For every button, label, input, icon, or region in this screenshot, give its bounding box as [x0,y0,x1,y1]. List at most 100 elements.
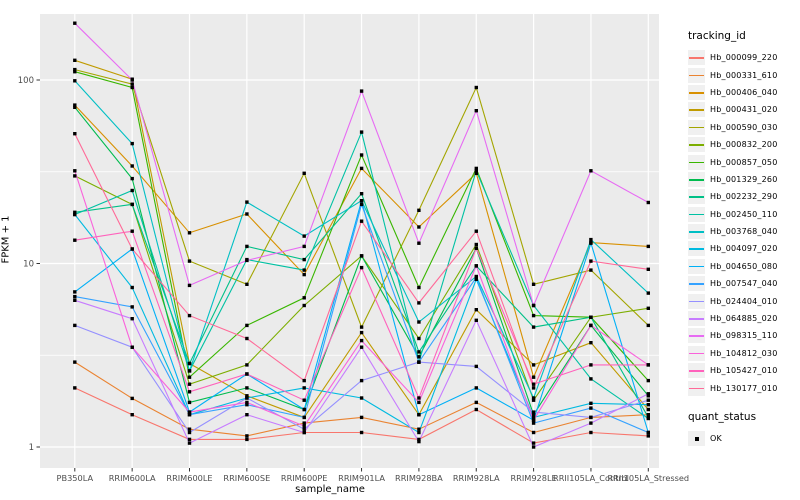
data-point [359,192,364,196]
data-point [130,396,134,401]
data-point [73,174,77,178]
data-point [73,105,77,109]
data-point [73,103,77,107]
legend-key-icon [688,119,705,135]
data-point [359,338,364,343]
data-point [474,318,478,322]
data-point [646,434,650,438]
data-point [73,21,77,25]
legend-label: Hb_004650_080 [710,261,778,271]
data-point [187,382,192,386]
data-point [359,166,364,171]
data-point [474,407,478,412]
data-point [187,369,192,373]
data-point [474,242,478,247]
data-point [245,244,249,249]
x-tick-label: RRIM928LA [453,473,500,483]
data-point [73,67,77,72]
data-point [589,421,593,425]
data-point [302,424,306,428]
data-point [245,363,249,367]
data-point [359,219,364,223]
data-point [245,434,249,438]
data-point [245,336,249,341]
legend-label: Hb_064885_020 [710,314,778,324]
legend-key-icon [688,311,705,327]
data-point [417,400,421,405]
data-point [302,171,306,175]
data-point [245,413,249,417]
data-point [187,283,192,288]
data-point [302,234,306,238]
legend-item-Hb_001329_260: Hb_001329_260 [688,171,800,188]
data-point [73,210,77,214]
legend-label: Hb_130177_010 [710,383,778,393]
data-point [531,445,536,449]
data-point [359,430,364,435]
data-point [302,386,306,390]
data-point [73,290,77,294]
legend-title-quant-status: quant_status [688,410,757,423]
data-point [245,394,249,398]
data-point [245,372,249,376]
data-point [646,291,650,295]
data-point [474,169,478,173]
legend-key-icon [688,67,705,83]
data-point [187,361,192,366]
legend-label: Hb_002232_290 [710,192,778,202]
data-point [359,130,364,134]
data-point [646,416,650,421]
legend-item-Hb_104812_030: Hb_104812_030 [688,345,800,362]
legend-item-Hb_007547_040: Hb_007547_040 [688,275,800,292]
data-point [245,386,249,390]
data-point [187,390,192,394]
data-point [73,70,77,74]
data-point [417,301,421,305]
x-tick-label: RRIM600PE [281,473,328,483]
data-point [531,415,536,420]
data-point [359,330,364,335]
legend-item-Hb_098315_110: Hb_098315_110 [688,327,800,344]
data-point [359,89,364,93]
data-point [130,85,134,90]
data-point [73,294,77,299]
data-point [73,386,77,390]
data-point [646,200,650,205]
data-point [589,401,593,405]
legend-label: Hb_098315_110 [710,331,778,341]
data-point [302,268,306,272]
y-axis-title: FPKM + 1 [0,215,12,264]
data-point [187,413,192,417]
data-point [589,341,593,345]
data-point [474,229,478,233]
data-point [646,430,650,435]
legend-label: Hb_001329_260 [710,174,778,184]
data-point [302,296,306,300]
legend-key-icon [688,189,705,205]
data-point [474,386,478,390]
data-point [417,285,421,290]
data-point [417,336,421,341]
legend-key-icon [688,345,705,361]
data-point [359,153,364,157]
x-tick-label: PB350LA [57,473,94,483]
data-point [130,345,134,349]
data-point [417,208,421,212]
data-point [531,303,536,308]
data-point [302,378,306,383]
data-point [245,258,249,263]
legend-item-Hb_130177_010: Hb_130177_010 [688,379,800,396]
legend-item-Hb_004650_080: Hb_004650_080 [688,258,800,275]
legend-item-Hb_003768_040: Hb_003768_040 [688,223,800,240]
legend-label: Hb_104812_030 [710,348,778,358]
data-point [531,441,536,445]
data-point [417,225,421,229]
data-point [187,313,192,318]
x-tick-label: RRII105LA_Control [553,473,629,483]
data-point [359,415,364,420]
data-point [417,350,421,354]
data-point [187,427,192,431]
legend-item-Hb_105427_010: Hb_105427_010 [688,362,800,379]
data-point [646,394,650,398]
